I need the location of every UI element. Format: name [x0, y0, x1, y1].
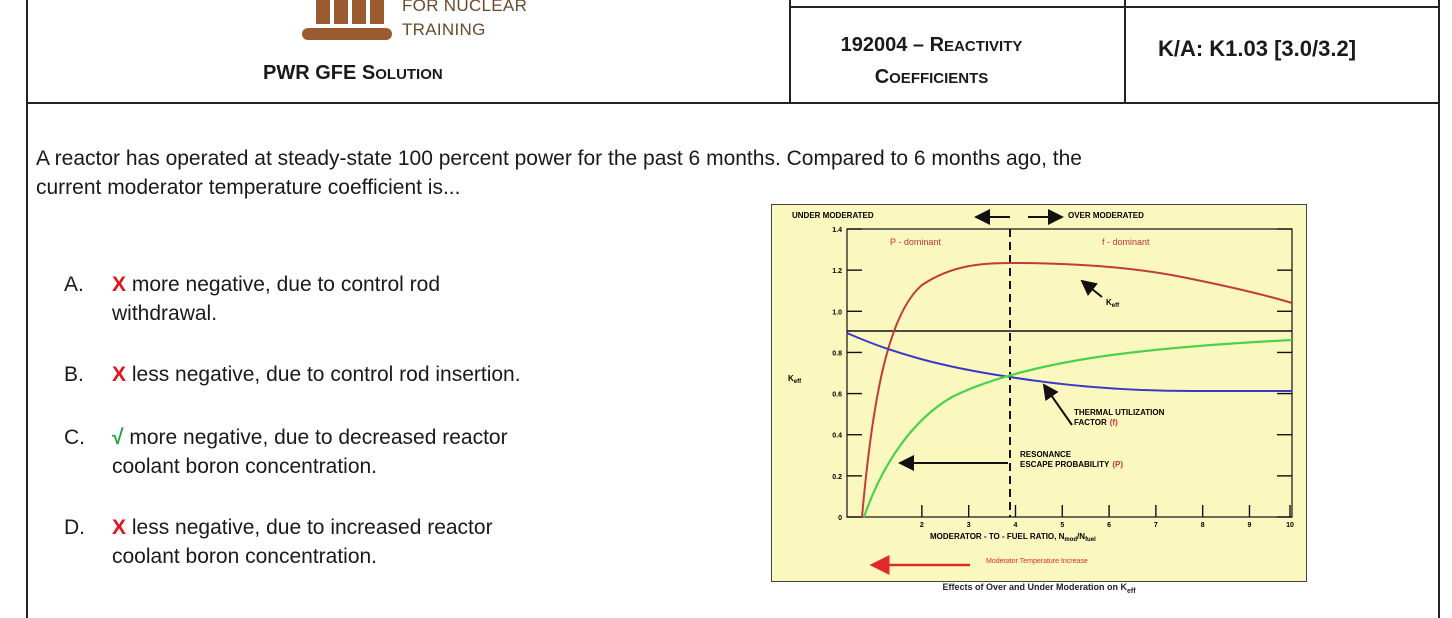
answer-option-d: D. X less negative, due to increased reac… — [64, 513, 493, 571]
x-tick-label: 6 — [1107, 522, 1111, 529]
y-tick-label: 1.4 — [832, 227, 842, 234]
answer-letter: A. — [64, 273, 84, 296]
page-frame — [26, 0, 1440, 618]
header-divider — [789, 0, 791, 104]
x-tick-label: 3 — [967, 522, 971, 529]
y-axis-label: Keff — [788, 374, 802, 385]
figure-caption: Effects of Over and Under Moderation on … — [942, 582, 1136, 595]
thermal-label-line1: THERMAL UTILIZATION — [1074, 408, 1165, 417]
keff-curve-label: Keff — [1106, 298, 1120, 309]
y-tick-group: 0 0.2 0.4 0.6 0.8 1.0 1.2 1.4 — [832, 227, 1292, 522]
title-smallcaps: OLUTION — [375, 66, 443, 83]
topic-line2-sc: OEFFICIENTS — [889, 70, 989, 87]
thermal-pointer-arrow — [1042, 383, 1073, 426]
thermal-label-line2: FACTOR (f) — [1074, 418, 1118, 427]
logo-text: FOR NUCLEAR TRAINING — [402, 0, 527, 42]
answer-letter: B. — [64, 363, 84, 386]
question-line-2: current moderator temperature coefficien… — [36, 176, 461, 199]
logo-line-2: TRAINING — [402, 20, 486, 39]
y-tick-label: 0 — [838, 515, 842, 522]
y-tick-label: 1.2 — [832, 268, 842, 275]
title-lead: PWR GFE S — [263, 62, 376, 84]
x-tick-label: 8 — [1201, 522, 1205, 529]
header-divider — [1124, 0, 1126, 104]
answer-option-c: C. √ more negative, due to decreased reac… — [64, 423, 508, 481]
f-dominant-label: f - dominant — [1102, 237, 1150, 247]
topic-line2-lead: C — [874, 66, 890, 88]
resonance-label-line2: ESCAPE PROBABILITY (P) — [1020, 460, 1123, 469]
answer-letter: C. — [64, 426, 85, 449]
x-tick-label: 2 — [920, 522, 924, 529]
topic-title: 192004 – REACTIVITY COEFFICIENTS — [765, 30, 1098, 94]
x-tick-label: 7 — [1154, 522, 1158, 529]
x-tick-label: 4 — [1014, 522, 1018, 529]
y-tick-label: 0.8 — [832, 350, 842, 357]
wrong-mark-icon: X — [112, 363, 127, 386]
answer-option-b: B. X less negative, due to control rod in… — [64, 360, 521, 389]
y-tick-label: 0.6 — [832, 392, 842, 399]
over-moderated-label: OVER MODERATED — [1068, 211, 1144, 220]
p-dominant-label: P - dominant — [890, 237, 941, 247]
thermal-utilization-curve — [846, 332, 1292, 393]
resonance-escape-curve — [862, 338, 1293, 518]
academy-logo-icon — [302, 0, 392, 40]
ka-reference: K/A: K1.03 [3.0/3.2] — [1157, 36, 1357, 61]
temperature-increase-label: Moderator Temperature Increase — [986, 558, 1088, 565]
topic-line1-sc: EACTIVITY — [944, 38, 1023, 55]
document-header — [26, 0, 1440, 104]
x-tick-label: 9 — [1248, 522, 1252, 529]
logo-line-1: FOR NUCLEAR — [402, 0, 528, 15]
keff-curve — [861, 261, 1293, 518]
check-mark-icon: √ — [112, 426, 124, 449]
wrong-mark-icon: X — [112, 516, 127, 539]
y-tick-label: 1.0 — [832, 309, 842, 316]
x-axis-label: MODERATOR - TO - FUEL RATIO, Nmod/Nfuel — [930, 532, 1096, 543]
x-tick-label: 10 — [1286, 522, 1294, 529]
wrong-mark-icon: X — [112, 273, 127, 296]
moderation-figure: UNDER MODERATED OVER MODERATED 0 0.2 0.4 0.… — [771, 204, 1307, 582]
answer-letter: D. — [64, 516, 85, 539]
answer-text-cont: coolant boron concentration. — [112, 545, 378, 568]
keff-pointer-arrow — [1080, 279, 1103, 298]
answer-text-cont: coolant boron concentration. — [112, 455, 378, 478]
x-tick-label: 5 — [1060, 522, 1064, 529]
y-tick-label: 0.4 — [832, 433, 842, 440]
answer-text: less negative, due to control rod insert… — [126, 363, 521, 386]
topic-number: 192004 – R — [840, 34, 945, 56]
answer-text-cont: withdrawal. — [112, 302, 218, 325]
answer-text: less negative, due to increased reactor — [126, 516, 493, 539]
x-tick-group: 2 3 4 5 6 7 8 9 10 — [920, 505, 1294, 529]
document-title: PWR GFE SOLUTION — [263, 62, 443, 85]
moderation-diagram: UNDER MODERATED OVER MODERATED 0 0.2 0.4 0.… — [788, 209, 1294, 575]
answer-text: more negative, due to control rod — [126, 273, 441, 296]
answer-option-a: A. X more negative, due to control rod wi… — [64, 270, 440, 328]
answer-text: more negative, due to decreased reactor — [123, 426, 508, 449]
question-line-1: A reactor has operated at steady-state 1… — [36, 147, 1082, 170]
question-stem: A reactor has operated at steady-state 1… — [36, 144, 1426, 202]
plot-frame — [846, 228, 1293, 518]
y-tick-label: 0.2 — [832, 474, 842, 481]
under-moderated-label: UNDER MODERATED — [792, 211, 874, 220]
resonance-label-line1: RESONANCE — [1020, 450, 1072, 459]
header-divider — [789, 6, 1440, 8]
